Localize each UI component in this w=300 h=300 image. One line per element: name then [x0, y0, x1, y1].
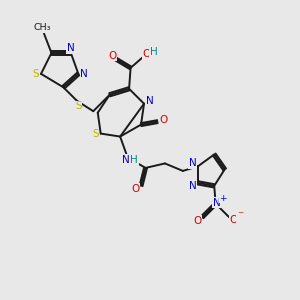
Text: N: N [122, 155, 130, 165]
Text: O: O [131, 184, 140, 194]
Text: N: N [213, 198, 221, 208]
Text: +: + [219, 194, 227, 203]
Text: ⁻: ⁻ [237, 209, 243, 223]
Text: H: H [130, 155, 138, 165]
Text: S: S [75, 101, 82, 111]
Text: O: O [142, 50, 151, 59]
Text: N: N [67, 44, 75, 53]
Text: S: S [32, 69, 39, 79]
Text: N: N [80, 69, 88, 79]
Text: CH₃: CH₃ [34, 23, 51, 32]
Text: O: O [108, 51, 116, 61]
Text: O: O [229, 214, 237, 225]
Text: O: O [159, 115, 168, 125]
Text: N: N [188, 158, 196, 168]
Text: O: O [194, 216, 202, 226]
Text: H: H [150, 47, 158, 57]
Text: N: N [188, 181, 196, 191]
Text: S: S [92, 129, 99, 139]
Text: N: N [146, 96, 153, 106]
